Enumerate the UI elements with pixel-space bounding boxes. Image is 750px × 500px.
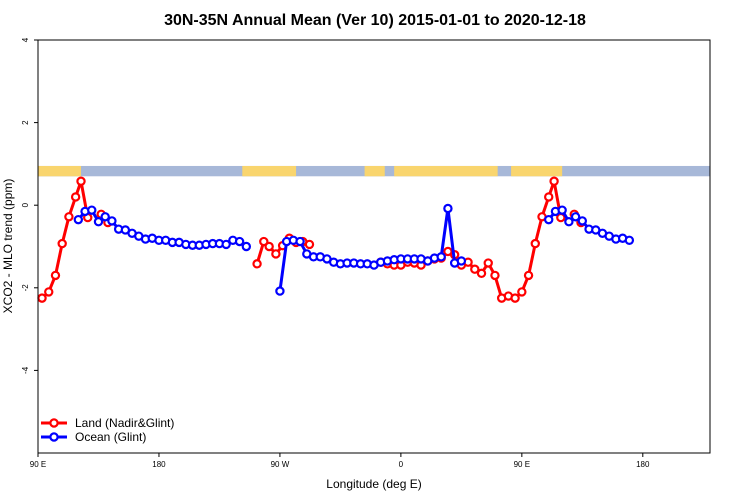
data-point: [483, 258, 493, 268]
data-point: [570, 212, 581, 222]
land-band-segment: [242, 165, 297, 177]
land-band-segment: [511, 165, 563, 177]
y-axis: -4 -2 0 2 4: [21, 37, 38, 374]
legend-label: Ocean (Glint): [75, 430, 146, 444]
data-point: [557, 205, 567, 215]
legend-swatch-marker: [49, 432, 59, 442]
chart-title: 30N-35N Annual Mean (Ver 10) 2015-01-01 …: [164, 12, 586, 29]
data-point: [476, 268, 487, 279]
data-point: [517, 287, 527, 297]
legend-item: Land (Nadir&Glint): [41, 416, 174, 430]
series-layer: [37, 176, 635, 303]
data-point: [73, 214, 84, 225]
data-point: [456, 256, 467, 266]
data-point: [93, 217, 104, 227]
data-point: [624, 235, 635, 246]
x-tick-label: 180: [152, 460, 166, 469]
data-point: [70, 192, 81, 202]
data-point: [544, 214, 554, 225]
data-point: [259, 236, 269, 247]
data-point: [271, 249, 281, 259]
x-tick-label: 90 W: [271, 460, 290, 469]
data-point: [64, 212, 74, 222]
data-point: [241, 241, 252, 252]
data-point: [544, 192, 554, 202]
data-point: [490, 270, 500, 281]
plot-frame: [37, 39, 711, 454]
data-point: [44, 287, 54, 297]
data-point: [523, 270, 534, 281]
x-tick-label: 90 E: [30, 460, 46, 469]
legend-item: Ocean (Glint): [41, 430, 146, 444]
data-point: [252, 259, 262, 269]
x-axis: 90 E 180 90 W 0 90 E 180: [30, 453, 650, 469]
x-axis-label: Longitude (deg E): [326, 477, 421, 491]
data-point: [443, 203, 453, 214]
y-tick-label: -2: [21, 284, 30, 292]
x-tick-label: 90 E: [514, 460, 530, 469]
data-point: [76, 176, 86, 186]
data-point: [564, 217, 574, 227]
data-point: [275, 286, 285, 296]
data-point: [100, 212, 110, 222]
data-point: [221, 239, 231, 250]
series-0: [37, 176, 586, 303]
y-tick-label: 4: [21, 37, 30, 42]
data-point: [510, 293, 520, 303]
data-point: [295, 236, 305, 247]
land-mask-band: [38, 165, 710, 177]
data-point: [234, 236, 245, 247]
data-point: [107, 216, 117, 226]
data-point: [37, 293, 47, 303]
y-axis-label: XCO2 - MLO trend (ppm): [1, 179, 15, 314]
data-point: [50, 270, 61, 281]
y-tick-label: -4: [21, 366, 30, 374]
data-point: [57, 238, 67, 249]
data-point: [530, 238, 540, 249]
data-point: [436, 252, 446, 262]
x-tick-label: 0: [399, 460, 404, 469]
data-point: [549, 176, 559, 186]
legend-swatch-marker: [49, 418, 59, 428]
data-point: [577, 216, 588, 226]
land-band-segment: [394, 165, 498, 177]
y-tick-label: 2: [21, 120, 30, 125]
series-1: [73, 203, 635, 296]
data-point: [470, 264, 480, 274]
land-band-segment: [364, 165, 385, 177]
data-point: [87, 205, 97, 215]
series-line: [41, 179, 90, 300]
land-band-segment: [38, 165, 82, 177]
x-tick-label: 180: [636, 460, 650, 469]
legend: Land (Nadir&Glint)Ocean (Glint): [41, 416, 174, 444]
data-point: [304, 239, 315, 250]
data-point: [264, 241, 274, 252]
y-tick-label: 0: [21, 202, 30, 207]
legend-label: Land (Nadir&Glint): [75, 416, 174, 430]
